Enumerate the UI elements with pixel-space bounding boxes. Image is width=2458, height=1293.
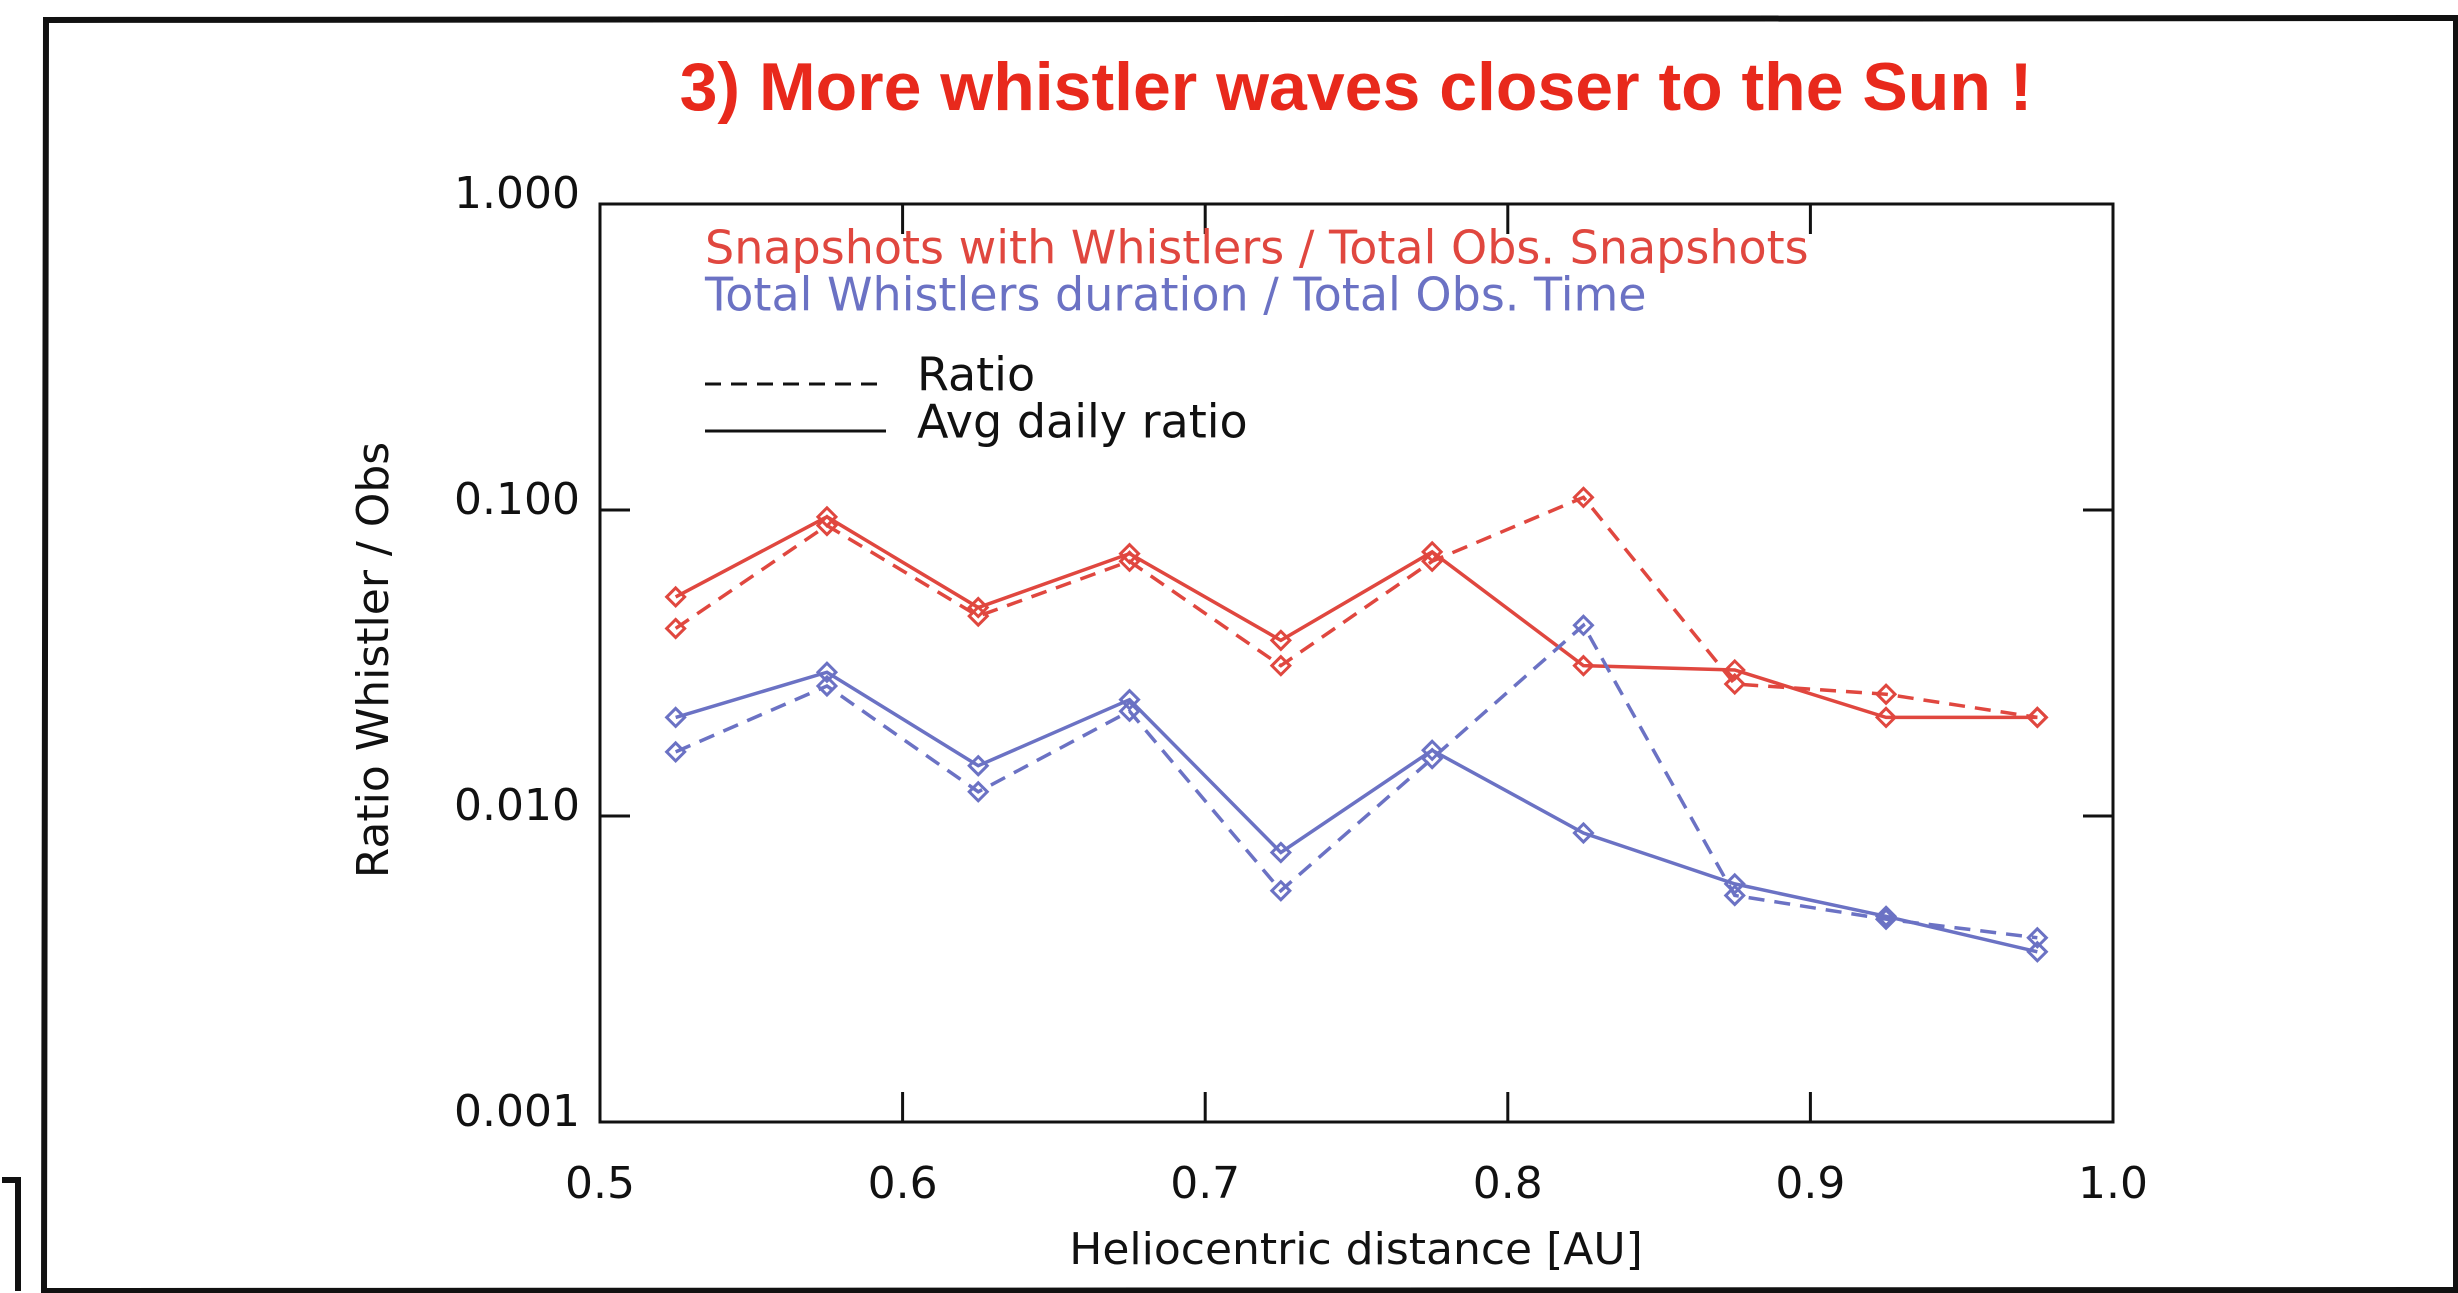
point-marker: [1874, 905, 1898, 928]
legend-label: Ratio: [917, 348, 1035, 402]
point-marker: [1421, 550, 1444, 573]
point-marker: [1118, 700, 1141, 723]
point-marker: [967, 754, 990, 777]
legend-label: Total Whistlers duration / Total Obs. Ti…: [704, 268, 1647, 322]
point-marker: [1572, 614, 1595, 637]
point-marker: [967, 604, 990, 628]
y-tick-label: 1.000: [454, 168, 580, 219]
point-marker: [2026, 926, 2049, 949]
series-line: [675, 670, 2038, 954]
x-tick-label: 0.9: [1775, 1158, 1845, 1209]
y-axis-label: Ratio Whistler / Obs: [348, 442, 399, 878]
x-tick-label: 0.6: [868, 1158, 938, 1209]
legend-label: Avg daily ratio: [917, 395, 1248, 449]
series-line: [674, 514, 2038, 720]
point-marker: [1572, 821, 1595, 845]
x-tick-label: 0.7: [1170, 1158, 1240, 1209]
point-marker: [1572, 654, 1595, 677]
chart-title: 3) More whistler waves closer to the Sun…: [680, 49, 2033, 125]
point-marker: [1118, 688, 1141, 711]
series-line: [674, 622, 2038, 940]
point-marker: [664, 706, 687, 729]
point-marker: [664, 740, 687, 764]
point-marker: [1723, 672, 1746, 696]
point-marker: [1269, 629, 1292, 652]
y-tick-label: 0.001: [454, 1086, 580, 1137]
point-marker: [1421, 739, 1444, 762]
point-marker: [815, 514, 839, 537]
x-tick-label: 0.5: [565, 1158, 635, 1209]
point-marker: [967, 780, 990, 803]
x-axis-label: Heliocentric distance [AU]: [1069, 1224, 1642, 1275]
plot-frame: [598, 202, 2115, 1124]
slide-frame: [40, 14, 2458, 1293]
point-marker: [815, 661, 839, 684]
x-tick-label: 1.0: [2078, 1158, 2148, 1209]
bracket: [2, 1177, 21, 1291]
point-marker: [2026, 706, 2049, 729]
point-marker: [1269, 654, 1292, 677]
point-marker: [1874, 683, 1898, 706]
point-marker: [815, 674, 839, 698]
point-marker: [1874, 908, 1898, 931]
point-marker: [664, 585, 687, 609]
point-marker: [1269, 879, 1292, 902]
point-marker: [664, 617, 687, 640]
point-marker: [967, 596, 990, 619]
point-marker: [1723, 884, 1746, 907]
point-marker: [1118, 550, 1141, 573]
point-marker: [1723, 658, 1746, 682]
y-tick-label: 0.010: [454, 780, 580, 831]
y-tick-label: 0.100: [454, 474, 580, 525]
legend-label: Snapshots with Whistlers / Total Obs. Sn…: [705, 221, 1809, 275]
point-marker: [1269, 841, 1292, 864]
point-marker: [1572, 486, 1595, 509]
x-tick-label: 0.8: [1473, 1158, 1543, 1209]
point-marker: [1421, 747, 1444, 770]
series-line: [674, 495, 2038, 720]
point-marker: [2026, 940, 2049, 963]
point-marker: [1874, 706, 1898, 729]
